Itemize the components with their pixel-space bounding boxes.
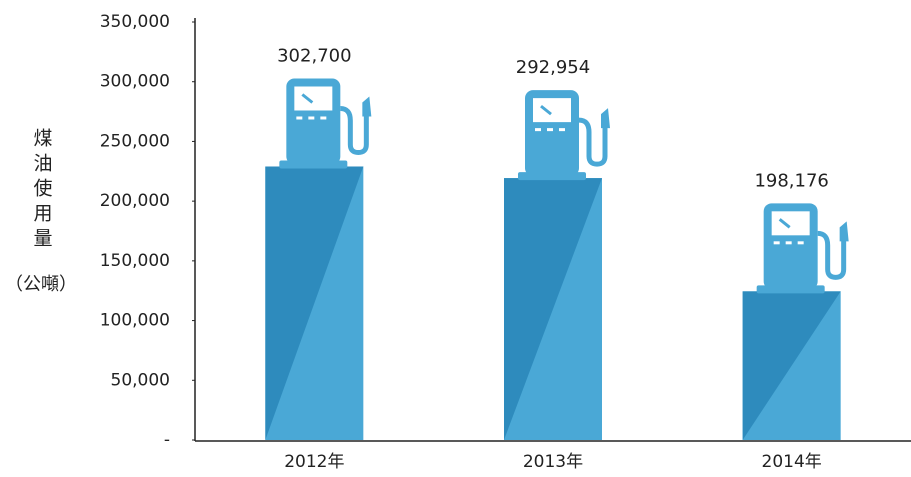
pump-hose [340, 105, 369, 155]
pump-needle [778, 218, 791, 229]
pump-icon [279, 78, 372, 169]
bar-shade [742, 291, 841, 440]
pump-dash [308, 116, 315, 120]
y-tick-label: 350,000 [100, 12, 170, 32]
pump-icon [518, 90, 610, 181]
x-tick-label: 2013年 [523, 452, 583, 472]
pump-base [279, 160, 348, 169]
pump-hose [578, 117, 608, 167]
pump-nozzle [601, 108, 610, 129]
pump-needle [540, 104, 552, 116]
pump-needle [301, 93, 314, 104]
pump-dash [773, 241, 780, 245]
x-tick-label: 2012年 [284, 452, 344, 472]
y-tick-label: 50,000 [111, 370, 170, 390]
pump-dash [296, 116, 303, 120]
pump-nozzle [362, 96, 372, 117]
pump-dash [559, 128, 565, 132]
pump-nozzle [839, 221, 849, 242]
y-axis-unit: （公噸） [5, 274, 77, 295]
data-label: 292,954 [516, 57, 590, 78]
pump-screen [533, 98, 571, 123]
data-label: 198,176 [754, 170, 828, 191]
y-tick-label: 150,000 [100, 251, 170, 271]
bar-shade [265, 166, 364, 440]
y-axis-label: 煤油使用量 [31, 128, 53, 253]
pump-dash [535, 128, 541, 132]
y-tick-label: 250,000 [100, 131, 170, 151]
pump-hose [817, 230, 847, 280]
pump-icon [756, 203, 849, 294]
pump-dash [785, 241, 792, 245]
pump-dash [547, 128, 553, 132]
y-tick-label: - [164, 430, 170, 450]
pump-screen [294, 86, 333, 111]
data-label: 302,700 [277, 45, 351, 66]
pump-base [518, 172, 586, 181]
bar-shade [504, 178, 602, 441]
y-tick-label: 300,000 [100, 72, 170, 92]
pump-dash [320, 116, 327, 120]
y-tick-label: 200,000 [100, 191, 170, 211]
pump-base [756, 285, 825, 294]
pump-screen [771, 211, 810, 236]
y-tick-label: 100,000 [100, 311, 170, 331]
x-tick-label: 2014年 [762, 452, 822, 472]
pump-dash [797, 241, 804, 245]
